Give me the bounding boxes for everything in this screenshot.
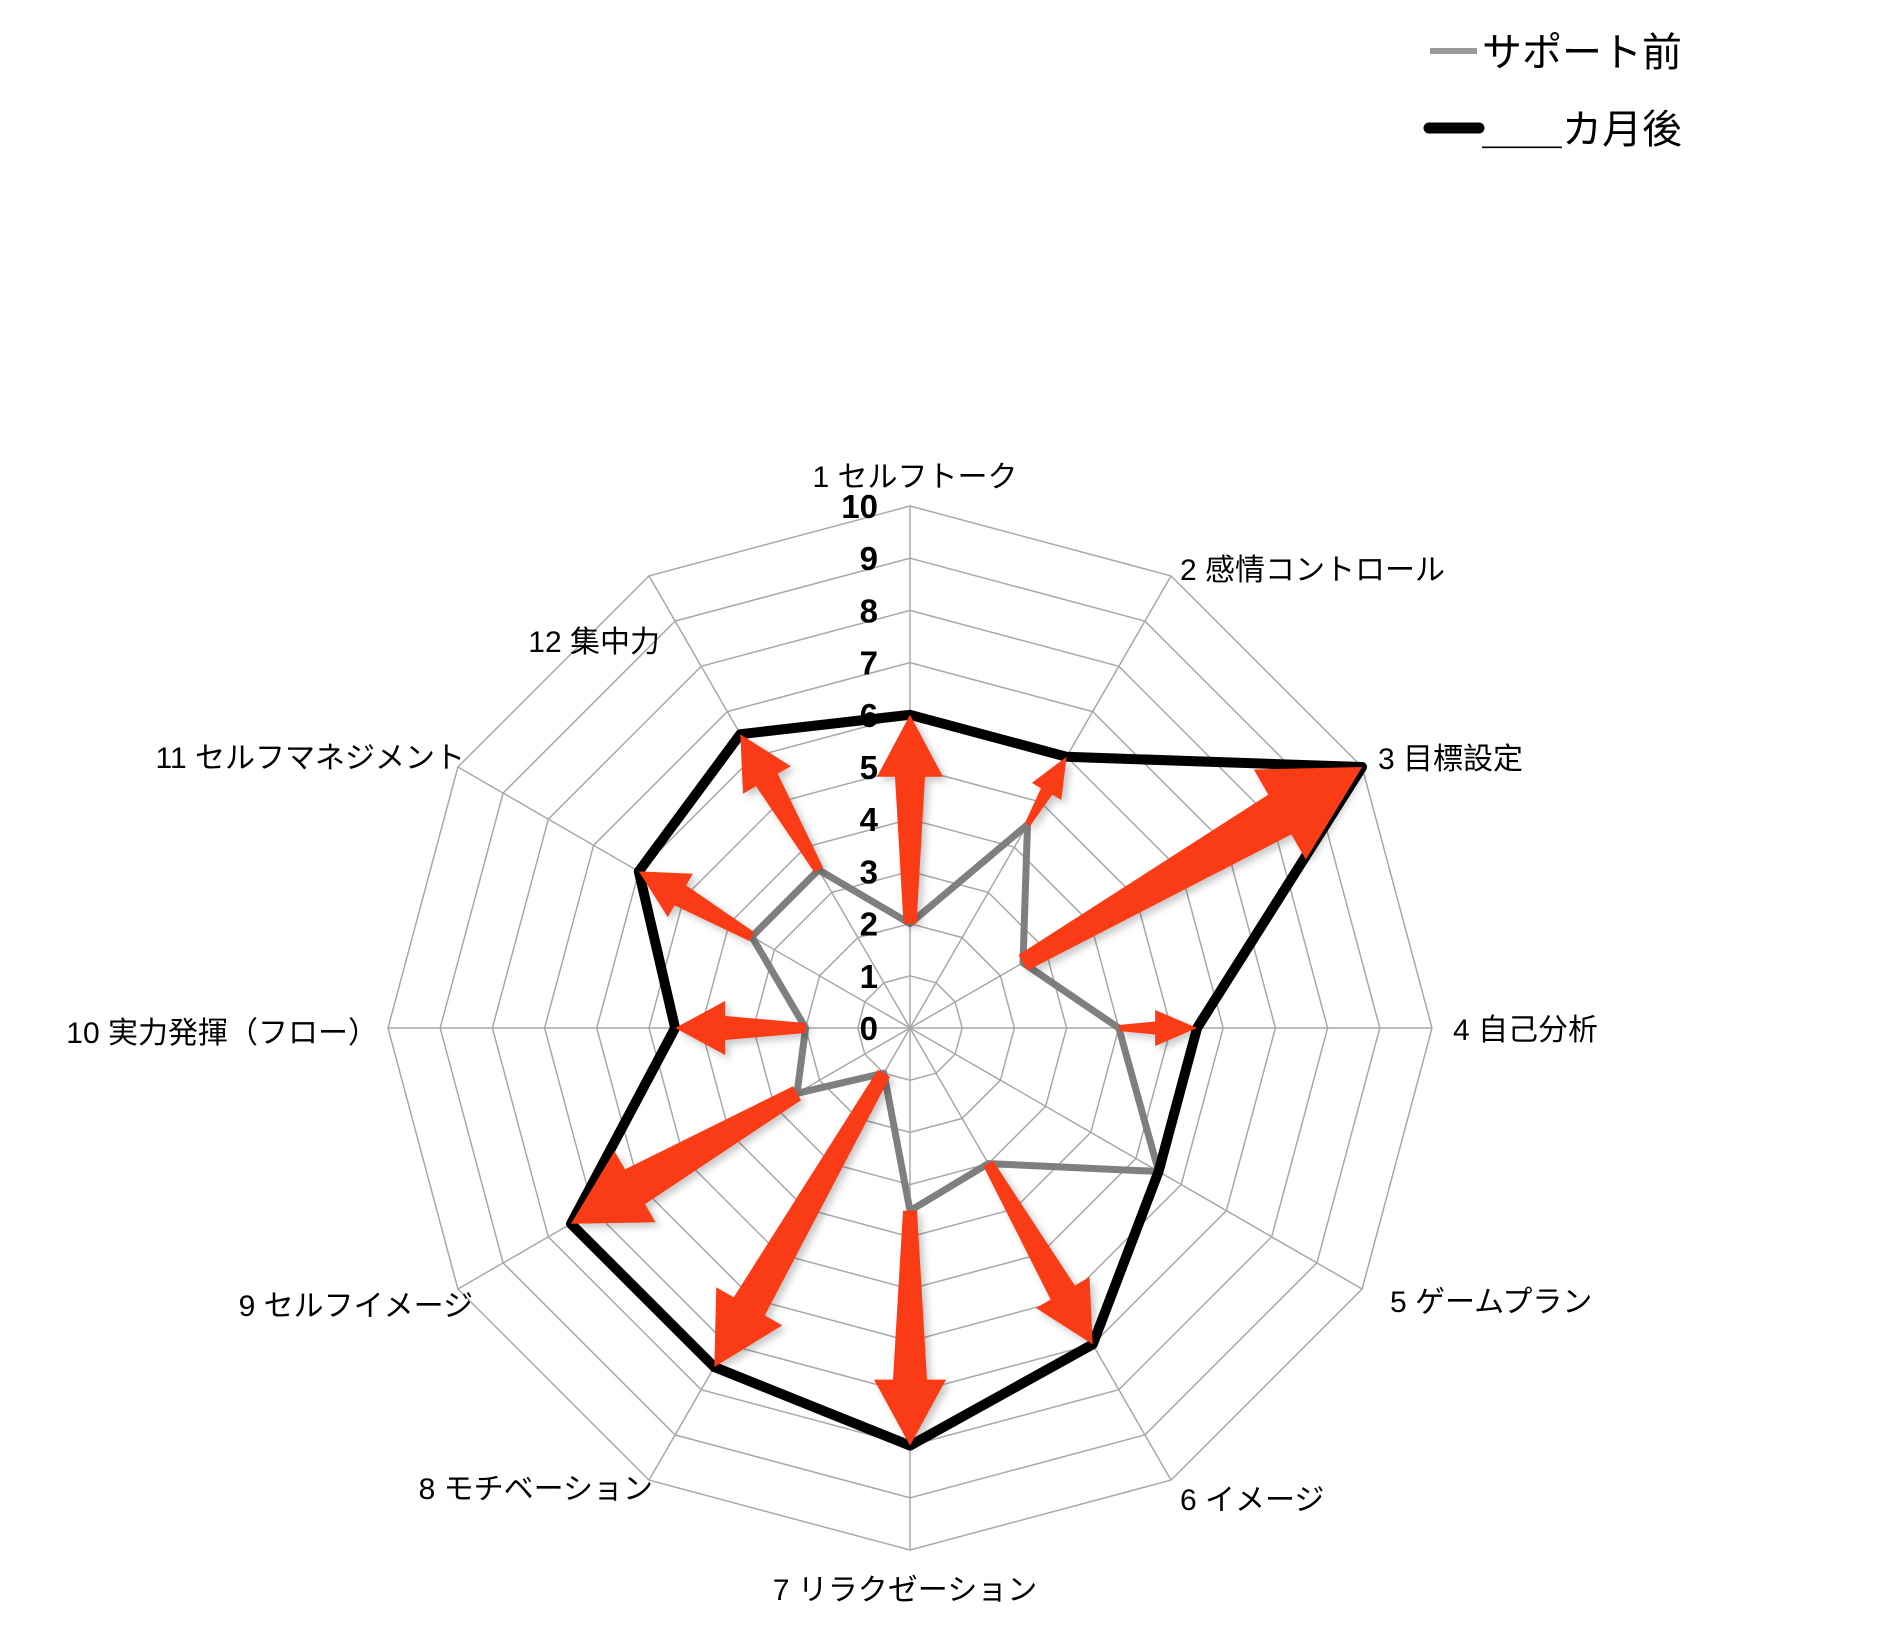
improvement-arrows (571, 714, 1363, 1446)
improvement-arrow-axis-4 (1118, 1010, 1198, 1046)
tick-label-10: 10 (841, 488, 878, 525)
axis-label-1: 1 セルフトーク (812, 461, 1017, 494)
tick-label-4: 4 (860, 801, 879, 838)
improvement-arrow-axis-8 (714, 1069, 890, 1367)
improvement-arrow-axis-2 (1024, 756, 1067, 827)
axis-label-8: 8 モチベーション (419, 1473, 653, 1506)
axis-label-7: 7 リラクゼーション (773, 1574, 1037, 1607)
radial-tick-labels: 0 1 2 3 4 5 6 7 8 9 10 (841, 488, 878, 1047)
axis-label-4: 4 自己分析 (1453, 1014, 1598, 1047)
tick-label-5: 5 (860, 749, 878, 786)
axis-label-2: 2 感情コントロール (1180, 554, 1445, 587)
tick-label-8: 8 (860, 592, 878, 629)
improvement-arrow-axis-10 (675, 1001, 806, 1055)
axis-label-6: 6 イメージ (1180, 1484, 1324, 1517)
legend-label-before: サポート前 (1482, 31, 1682, 75)
improvement-arrow-axis-6 (983, 1160, 1093, 1345)
axis-labels: 1 セルフトーク 2 感情コントロール 3 目標設定 4 自己分析 5 ゲームプラン 6 … (66, 461, 1598, 1607)
improvement-arrow-axis-3 (1018, 767, 1363, 971)
series-line-before (748, 821, 1163, 1215)
tick-label-0: 0 (860, 1010, 878, 1047)
tick-label-7: 7 (860, 645, 878, 682)
improvement-arrow-axis-1 (877, 714, 943, 924)
legend: サポート前 ＿＿カ月後 (1423, 31, 1682, 152)
improvement-arrow-axis-7 (874, 1210, 946, 1446)
improvement-arrow-axis-11 (638, 871, 755, 941)
tick-label-6: 6 (860, 697, 878, 734)
improvement-arrow-axis-9 (571, 1086, 801, 1224)
tick-label-2: 2 (860, 906, 878, 943)
axis-label-3: 3 目標設定 (1378, 743, 1523, 776)
axis-label-5: 5 ゲームプラン (1390, 1286, 1592, 1319)
axis-label-9: 9 セルフイメージ (239, 1290, 473, 1323)
grid-spoke-5 (909, 1027, 1363, 1290)
legend-label-after: ＿＿カ月後 (1482, 108, 1682, 152)
axis-label-10: 10 実力発揮（フロー） (66, 1017, 378, 1050)
axis-label-12: 12 集中力 (528, 626, 660, 659)
tick-label-9: 9 (860, 540, 878, 577)
tick-label-1: 1 (860, 958, 878, 995)
axis-label-11: 11 セルフマネジメント (156, 742, 465, 775)
improvement-arrow-axis-12 (740, 734, 823, 873)
tick-label-3: 3 (860, 853, 878, 890)
